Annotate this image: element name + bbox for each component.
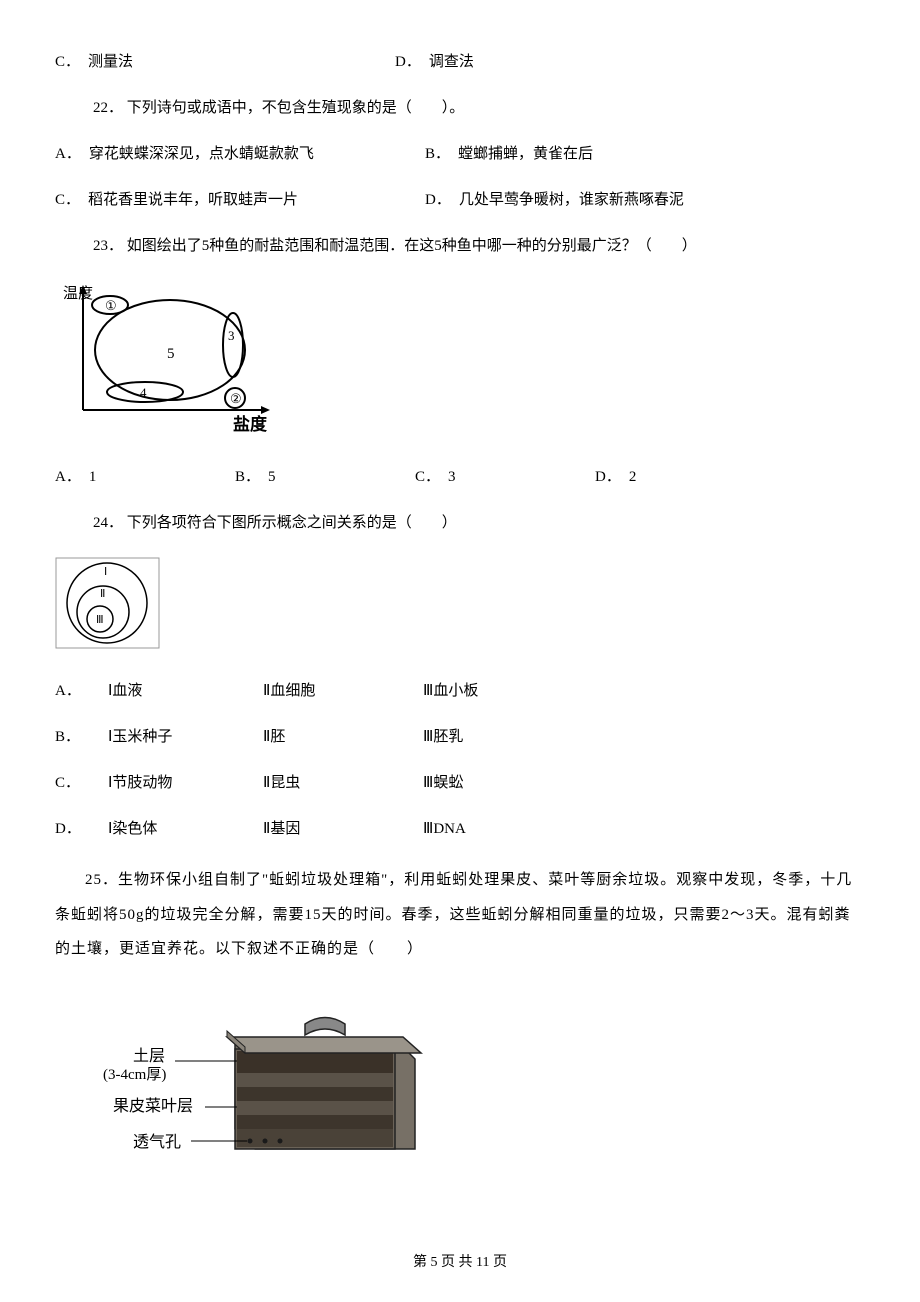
option-col3: ⅢDNA: [423, 817, 583, 841]
svg-text:3: 3: [228, 328, 235, 343]
option-label: C．: [55, 50, 80, 74]
q23-option-b: B． 5: [235, 465, 415, 489]
q25-figure: 土层 (3-4cm厚) 果皮菜叶层 透气孔: [95, 989, 865, 1172]
svg-text:(3-4cm厚): (3-4cm厚): [103, 1067, 166, 1083]
svg-text:②: ②: [230, 391, 242, 406]
q22-option-a: A． 穿花蛱蝶深深见，点水蜻蜓款款飞: [55, 142, 425, 166]
question-number: 23．: [93, 238, 123, 254]
option-label: D．: [55, 817, 100, 841]
option-label: B．: [235, 465, 260, 489]
q22-options-cd: C． 稻花香里说丰年，听取蛙声一片 D． 几处早莺争暖树，谁家新燕啄春泥: [55, 188, 865, 212]
q24-option-c: C． Ⅰ节肢动物 Ⅱ昆虫 Ⅲ蜈蚣: [55, 771, 865, 795]
option-text: 2: [629, 465, 637, 489]
option-label: C．: [415, 465, 440, 489]
q22-options-ab: A． 穿花蛱蝶深深见，点水蜻蜓款款飞 B． 螳螂捕蝉，黄雀在后: [55, 142, 865, 166]
option-text: 稻花香里说丰年，听取蛙声一片: [88, 188, 298, 212]
option-text: 3: [448, 465, 456, 489]
earthworm-box-icon: 土层 (3-4cm厚) 果皮菜叶层 透气孔: [95, 989, 425, 1164]
q22-option-c: C． 稻花香里说丰年，听取蛙声一片: [55, 188, 425, 212]
q24-option-a: A． Ⅰ血液 Ⅱ血细胞 Ⅲ血小板: [55, 679, 865, 703]
question-text: 如图绘出了5种鱼的耐盐范围和耐温范围．在这5种鱼中哪一种的分别最广泛？（ ）: [127, 238, 697, 254]
option-col1: Ⅰ节肢动物: [108, 771, 263, 795]
q24-figure: Ⅰ Ⅱ Ⅲ: [55, 557, 865, 657]
option-label: D．: [395, 50, 421, 74]
q23-option-c: C． 3: [415, 465, 595, 489]
q21-option-c: C． 测量法: [55, 50, 395, 74]
option-text: 几处早莺争暖树，谁家新燕啄春泥: [459, 188, 684, 212]
q23-stem: 23． 如图绘出了5种鱼的耐盐范围和耐温范围．在这5种鱼中哪一种的分别最广泛？（…: [55, 234, 865, 258]
q24-options-table: A． Ⅰ血液 Ⅱ血细胞 Ⅲ血小板 B． Ⅰ玉米种子 Ⅱ胚 Ⅲ胚乳 C． Ⅰ节肢动…: [55, 679, 865, 841]
option-label: A．: [55, 142, 81, 166]
q23-option-a: A． 1: [55, 465, 235, 489]
nested-circles-icon: Ⅰ Ⅱ Ⅲ: [55, 557, 160, 649]
q24-option-d: D． Ⅰ染色体 Ⅱ基因 ⅢDNA: [55, 817, 865, 841]
option-col2: Ⅱ昆虫: [263, 771, 423, 795]
option-col2: Ⅱ血细胞: [263, 679, 423, 703]
option-label: D．: [595, 465, 621, 489]
option-text: 螳螂捕蝉，黄雀在后: [458, 142, 593, 166]
option-col1: Ⅰ染色体: [108, 817, 263, 841]
option-label: A．: [55, 465, 81, 489]
option-label: B．: [425, 142, 450, 166]
question-text: 下列诗句或成语中，不包含生殖现象的是（ ）。: [127, 100, 465, 116]
option-col2: Ⅱ胚: [263, 725, 423, 749]
option-text: 1: [89, 465, 97, 489]
q23-options: A． 1 B． 5 C． 3 D． 2: [55, 465, 865, 489]
q24-option-b: B． Ⅰ玉米种子 Ⅱ胚 Ⅲ胚乳: [55, 725, 865, 749]
q21-options-cd: C． 测量法 D． 调查法: [55, 50, 865, 74]
svg-text:果皮菜叶层: 果皮菜叶层: [113, 1097, 193, 1115]
option-col1: Ⅰ血液: [108, 679, 263, 703]
question-number: 24．: [93, 515, 123, 531]
question-number: 25．: [85, 872, 118, 888]
page-number: 第 5 页 共 11 页: [413, 1255, 507, 1270]
svg-text:盐度: 盐度: [233, 414, 268, 434]
option-col3: Ⅲ胚乳: [423, 725, 583, 749]
q23-option-d: D． 2: [595, 465, 775, 489]
svg-text:透气孔: 透气孔: [133, 1133, 181, 1151]
svg-text:5: 5: [167, 346, 175, 362]
svg-text:4: 4: [140, 385, 147, 400]
option-label: B．: [55, 725, 100, 749]
svg-text:Ⅰ: Ⅰ: [104, 566, 107, 578]
option-col2: Ⅱ基因: [263, 817, 423, 841]
option-text: 调查法: [429, 50, 474, 74]
svg-text:Ⅲ: Ⅲ: [96, 614, 104, 626]
svg-text:温度: 温度: [63, 285, 93, 302]
page-footer: 第 5 页 共 11 页: [0, 1252, 920, 1274]
svg-text:Ⅱ: Ⅱ: [100, 588, 105, 600]
option-col3: Ⅲ蜈蚣: [423, 771, 583, 795]
option-col1: Ⅰ玉米种子: [108, 725, 263, 749]
option-label: C．: [55, 188, 80, 212]
option-text: 5: [268, 465, 276, 489]
q22-option-d: D． 几处早莺争暖树，谁家新燕啄春泥: [425, 188, 684, 212]
q22-option-b: B． 螳螂捕蝉，黄雀在后: [425, 142, 593, 166]
option-text: 穿花蛱蝶深深见，点水蜻蜓款款飞: [89, 142, 314, 166]
option-label: C．: [55, 771, 100, 795]
q25-stem: 25．生物环保小组自制了"蚯蚓垃圾处理箱"，利用蚯蚓处理果皮、菜叶等厨余垃圾。观…: [55, 863, 865, 967]
q24-stem: 24． 下列各项符合下图所示概念之间关系的是（ ）: [55, 511, 865, 535]
svg-text:①: ①: [105, 298, 117, 313]
option-label: D．: [425, 188, 451, 212]
question-text: 下列各项符合下图所示概念之间关系的是（ ）: [127, 515, 457, 531]
option-col3: Ⅲ血小板: [423, 679, 583, 703]
q22-stem: 22． 下列诗句或成语中，不包含生殖现象的是（ ）。: [55, 96, 865, 120]
option-label: A．: [55, 679, 100, 703]
svg-text:土层: 土层: [133, 1047, 165, 1065]
option-text: 测量法: [88, 50, 133, 74]
question-text: 生物环保小组自制了"蚯蚓垃圾处理箱"，利用蚯蚓处理果皮、菜叶等厨余垃圾。观察中发…: [55, 872, 852, 957]
q23-figure: 5 ① 3 4 ② 盐度 温度: [55, 280, 865, 443]
q21-option-d: D． 调查法: [395, 50, 474, 74]
question-number: 22．: [93, 100, 123, 116]
fish-tolerance-chart-icon: 5 ① 3 4 ② 盐度 温度: [55, 280, 275, 435]
